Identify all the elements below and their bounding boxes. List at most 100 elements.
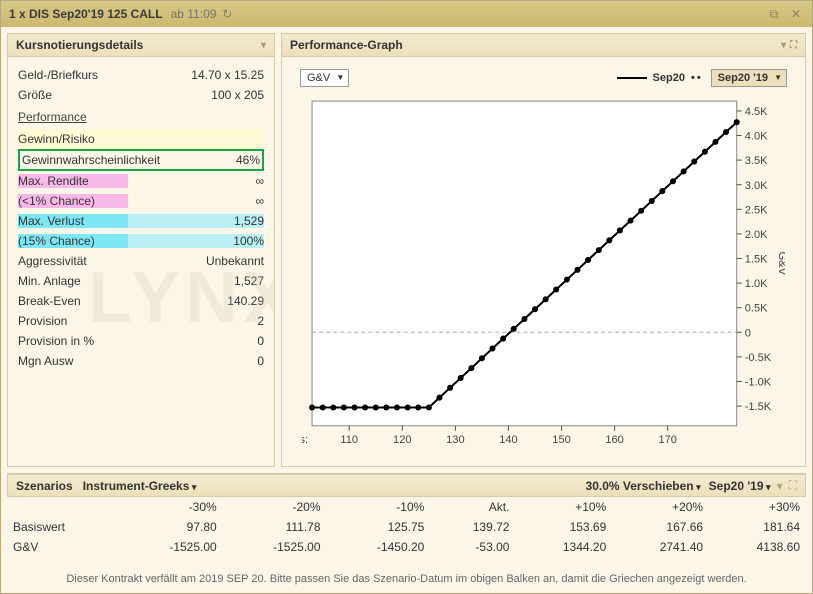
maxret2-label: (<1% Chance) (18, 194, 128, 208)
performance-graph-panel: Performance-Graph ▾ ⛶ G&V Sep20 •• Sep20… (281, 33, 806, 467)
legend: Sep20 •• (617, 72, 703, 84)
svg-text:3.5K: 3.5K (745, 155, 768, 167)
scenario-col-header: -10% (327, 497, 431, 517)
svg-text:0: 0 (745, 327, 751, 339)
be-label: Break-Even (18, 294, 174, 308)
scenarios-panel: Szenarios Instrument-Greeks 30.0% Versch… (7, 473, 806, 557)
panel-title: Kursnotierungsdetails (16, 38, 143, 52)
scenario-cell: -1450.20 (327, 537, 431, 557)
minanl-value: 1,527 (174, 274, 264, 288)
maxloss2-value: 100% (128, 234, 264, 248)
maxret-value: ∞ (128, 174, 264, 188)
collapse-icon[interactable]: ▾ (777, 479, 783, 493)
svg-text:110: 110 (340, 434, 358, 446)
scenario-col-header: +20% (612, 497, 709, 517)
scenario-cell: 111.78 (223, 517, 327, 537)
maxloss2-label: (15% Chance) (18, 234, 128, 248)
prob-value: 46% (170, 153, 260, 167)
greeks-dropdown[interactable]: Instrument-Greeks (83, 479, 197, 493)
legend-line-icon (617, 77, 647, 79)
scenarios-title: Szenarios (16, 479, 73, 493)
refresh-icon[interactable]: ↻ (222, 7, 232, 21)
size-value: 100 x 205 (174, 88, 264, 102)
scenario-cell: -1525.00 (223, 537, 327, 557)
size-label: Größe (18, 88, 174, 102)
svg-text:2.5K: 2.5K (745, 204, 768, 216)
bidask-label: Geld-/Briefkurs (18, 68, 174, 82)
scenario-cell: 97.80 (119, 517, 223, 537)
scenario-cell: 139.72 (430, 517, 515, 537)
scenario-col-header: +10% (515, 497, 612, 517)
scenario-cell: 125.75 (327, 517, 431, 537)
expand-icon[interactable]: ⛶ (789, 478, 797, 493)
svg-text:170: 170 (658, 434, 676, 446)
svg-text:4.5K: 4.5K (745, 106, 768, 118)
main-area: Kursnotierungsdetails ▾ LYNX Geld-/Brief… (1, 27, 812, 467)
scenarios-header: Szenarios Instrument-Greeks 30.0% Versch… (7, 474, 806, 497)
gr-label: Gewinn/Risiko (18, 132, 174, 146)
svg-text:1.5K: 1.5K (745, 254, 768, 266)
expand-icon[interactable]: ⛶ (790, 40, 797, 51)
aggr-value: Unbekannt (174, 254, 264, 268)
option-strategy-window: 1 x DIS Sep20'19 125 CALL ab 11:09 ↻ ⧉ ✕… (0, 0, 813, 594)
scenarios-table: -30%-20%-10%Akt.+10%+20%+30%Basiswert97.… (7, 497, 806, 557)
date-dropdown[interactable]: Sep20 '19 (711, 69, 787, 87)
chart-controls: G&V Sep20 •• Sep20 '19 (292, 65, 795, 91)
titlebar: 1 x DIS Sep20'19 125 CALL ab 11:09 ↻ ⧉ ✕ (1, 1, 812, 27)
collapse-icon[interactable]: ▾ (781, 40, 786, 51)
scenario-cell: 167.66 (612, 517, 709, 537)
panel-title: Performance-Graph (290, 38, 403, 52)
svg-text:120: 120 (393, 434, 411, 446)
maxloss-label: Max. Verlust (18, 214, 128, 228)
svg-text:130: 130 (446, 434, 464, 446)
svg-text:3.0K: 3.0K (745, 180, 768, 192)
svg-text:-1.5K: -1.5K (745, 401, 772, 413)
maxloss-value: 1,529 (128, 214, 264, 228)
scenario-col-header (7, 497, 119, 517)
scenario-cell: -53.00 (430, 537, 515, 557)
svg-text:-0.5K: -0.5K (745, 352, 772, 364)
yaxis-dropdown[interactable]: G&V (300, 69, 349, 87)
be-value: 140.29 (174, 294, 264, 308)
bidask-value: 14.70 x 15.25 (174, 68, 264, 82)
scenario-date-dropdown[interactable]: Sep20 '19 (709, 479, 771, 493)
chart-plot[interactable]: 110120130140150160170Kurs:-1.5K-1.0K-0.5… (302, 95, 785, 460)
prob-label: Gewinnwahrscheinlichkeit (22, 153, 170, 167)
provpct-value: 0 (174, 334, 264, 348)
performance-graph-header: Performance-Graph ▾ ⛶ (282, 34, 805, 57)
close-icon[interactable]: ✕ (788, 6, 804, 22)
svg-text:140: 140 (499, 434, 517, 446)
svg-text:1.0K: 1.0K (745, 278, 768, 290)
legend-dots-icon: •• (691, 72, 703, 84)
scenario-cell: -1525.00 (119, 537, 223, 557)
shift-dropdown[interactable]: 30.0% Verschieben (586, 479, 701, 493)
prov-value: 2 (174, 314, 264, 328)
minanl-label: Min. Anlage (18, 274, 174, 288)
scenario-col-header: +30% (709, 497, 806, 517)
scenario-row: Basiswert97.80111.78125.75139.72153.6916… (7, 517, 806, 537)
performance-section: Performance (18, 110, 87, 124)
scenario-cell: 4138.60 (709, 537, 806, 557)
scenario-row: G&V-1525.00-1525.00-1450.20-53.001344.20… (7, 537, 806, 557)
maxret2-value: ∞ (128, 194, 264, 208)
scenario-cell: 181.64 (709, 517, 806, 537)
collapse-icon[interactable]: ▾ (261, 40, 266, 51)
scenario-col-header: -20% (223, 497, 327, 517)
svg-text:2.0K: 2.0K (745, 229, 768, 241)
chart-svg: 110120130140150160170Kurs:-1.5K-1.0K-0.5… (302, 95, 785, 460)
popout-icon[interactable]: ⧉ (766, 6, 782, 22)
svg-text:0.5K: 0.5K (745, 303, 768, 315)
maxret-label: Max. Rendite (18, 174, 128, 188)
details-list: Geld-/Briefkurs14.70 x 15.25 Größe100 x … (18, 65, 264, 371)
provpct-label: Provision in % (18, 334, 174, 348)
svg-text:4.0K: 4.0K (745, 131, 768, 143)
scenario-row-label: G&V (7, 537, 119, 557)
scenario-cell: 2741.40 (612, 537, 709, 557)
window-title: 1 x DIS Sep20'19 125 CALL (9, 7, 163, 21)
mgn-label: Mgn Ausw (18, 354, 174, 368)
chart-body: G&V Sep20 •• Sep20 '19 11012013014015016… (282, 57, 805, 466)
window-subtitle: ab 11:09 (171, 7, 217, 21)
scenario-row-label: Basiswert (7, 517, 119, 537)
scenario-col-header: Akt. (430, 497, 515, 517)
aggr-label: Aggressivität (18, 254, 174, 268)
